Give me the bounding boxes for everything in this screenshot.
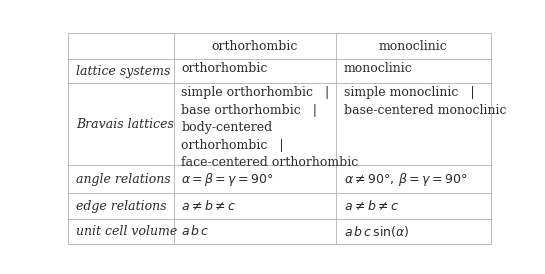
- Text: $a\,b\,c\,\sin(\alpha)$: $a\,b\,c\,\sin(\alpha)$: [344, 224, 409, 239]
- Text: monoclinic: monoclinic: [379, 39, 448, 53]
- Text: simple orthorhombic   |
base orthorhombic   |
body-centered
orthorhombic   |
fac: simple orthorhombic | base orthorhombic …: [181, 86, 359, 169]
- Text: $a\,b\,c$: $a\,b\,c$: [181, 224, 210, 238]
- Text: $a \neq b \neq c$: $a \neq b \neq c$: [181, 199, 237, 213]
- Text: Bravais lattices: Bravais lattices: [76, 118, 174, 130]
- Text: $a \neq b \neq c$: $a \neq b \neq c$: [344, 199, 399, 213]
- Text: orthorhombic: orthorhombic: [212, 39, 298, 53]
- Text: $\alpha \neq 90°,\, \beta = \gamma = 90°$: $\alpha \neq 90°,\, \beta = \gamma = 90°…: [344, 171, 467, 188]
- Text: orthorhombic: orthorhombic: [181, 62, 268, 75]
- Text: unit cell volume: unit cell volume: [76, 225, 177, 238]
- Text: monoclinic: monoclinic: [344, 62, 413, 75]
- Text: simple monoclinic   |
base-centered monoclinic: simple monoclinic | base-centered monocl…: [344, 86, 506, 117]
- Text: angle relations: angle relations: [76, 173, 171, 185]
- Text: edge relations: edge relations: [76, 199, 166, 213]
- Text: lattice systems: lattice systems: [76, 65, 170, 78]
- Text: $\alpha = \beta = \gamma = 90°$: $\alpha = \beta = \gamma = 90°$: [181, 171, 274, 188]
